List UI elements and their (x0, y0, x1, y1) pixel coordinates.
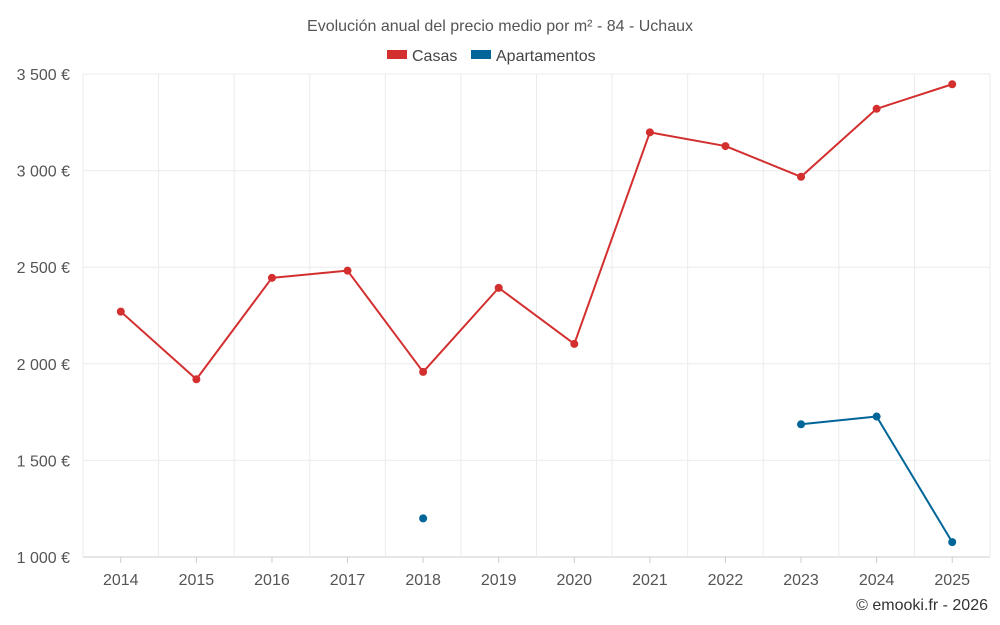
series-line-casas (120, 83, 953, 381)
x-tick-label: 2017 (330, 572, 366, 589)
data-point-apartamentos (797, 420, 806, 429)
y-tick-label: 2 000 € (17, 357, 70, 374)
data-point-casas (721, 142, 730, 151)
y-tick-label: 3 000 € (17, 164, 70, 181)
series-apartamentos (419, 412, 957, 547)
legend: Casas Apartamentos (387, 48, 596, 65)
data-point-apartamentos (419, 514, 428, 523)
x-tick-label: 2024 (859, 572, 895, 589)
credit-text: © emooki.fr - 2026 (856, 597, 988, 614)
legend-swatch-casas (387, 50, 407, 59)
data-point-casas (645, 128, 654, 137)
x-tick-label: 2022 (708, 572, 744, 589)
x-tick-label: 2014 (103, 572, 139, 589)
x-tick-label: 2015 (179, 572, 215, 589)
data-point-casas (494, 283, 503, 292)
legend-swatch-apartamentos (471, 50, 491, 59)
series-line-apartamentos (800, 415, 954, 543)
legend-label-casas[interactable]: Casas (412, 48, 457, 65)
data-point-casas (343, 266, 352, 275)
data-point-casas (570, 339, 579, 348)
data-point-apartamentos (948, 538, 957, 547)
x-tick-label: 2018 (405, 572, 441, 589)
x-tick-label: 2025 (934, 572, 970, 589)
x-tick-label: 2016 (254, 572, 290, 589)
data-point-casas (116, 307, 125, 316)
data-point-apartamentos (872, 412, 881, 421)
data-point-casas (948, 80, 957, 89)
y-axis-ticks: 1 000 € 1 500 € 2 000 € 2 500 € 3 000 € 3 500… (17, 67, 70, 567)
y-tick-label: 2 500 € (17, 260, 70, 277)
y-tick-label: 3 500 € (17, 67, 70, 84)
y-tick-label: 1 000 € (17, 550, 70, 567)
data-point-casas (872, 104, 881, 113)
series-casas (116, 80, 957, 384)
x-axis-ticks: 2014 2015 2016 2017 2018 2019 2020 2021 2022 2023… (103, 557, 970, 589)
x-tick-label: 2019 (481, 572, 517, 589)
data-point-casas (267, 273, 276, 282)
chart-title: Evolución anual del precio medio por m² … (307, 18, 693, 35)
x-tick-label: 2021 (632, 572, 668, 589)
y-tick-label: 1 500 € (17, 453, 70, 470)
data-point-casas (419, 367, 428, 376)
legend-label-apartamentos[interactable]: Apartamentos (496, 48, 596, 65)
x-tick-label: 2023 (783, 572, 819, 589)
x-tick-label: 2020 (556, 572, 592, 589)
data-point-casas (192, 375, 201, 384)
data-point-casas (797, 172, 806, 181)
series-layer (116, 80, 957, 547)
